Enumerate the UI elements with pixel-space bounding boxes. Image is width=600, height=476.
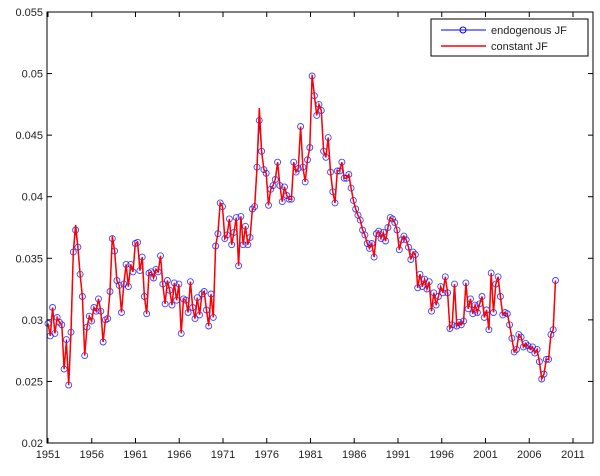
x-tick-label: 2001 bbox=[473, 449, 497, 461]
x-tick-label: 1956 bbox=[80, 449, 104, 461]
legend: endogenous JF constant JF bbox=[430, 18, 589, 57]
x-tick-label: 1961 bbox=[123, 449, 147, 461]
y-tick-label: 0.04 bbox=[22, 192, 43, 204]
legend-box bbox=[430, 18, 589, 57]
endogenous-jf-point bbox=[269, 182, 277, 190]
x-tick-label: 1991 bbox=[386, 449, 410, 461]
endogenous-jf-point bbox=[375, 227, 383, 235]
y-tick-label: 0.045 bbox=[15, 130, 43, 142]
plot-area bbox=[46, 11, 594, 444]
y-tick-label: 0.055 bbox=[15, 7, 43, 19]
x-tick-label: 1966 bbox=[167, 449, 191, 461]
endogenous-jf-point bbox=[391, 219, 399, 227]
endogenous-jf-point bbox=[402, 236, 410, 244]
y-tick-label: 0.025 bbox=[15, 376, 43, 388]
y-tick-label: 0.05 bbox=[22, 69, 43, 81]
legend-endogenous-label: endogenous JF bbox=[491, 25, 567, 37]
endogenous-jf-point bbox=[400, 232, 408, 240]
x-tick-label: 2006 bbox=[517, 449, 541, 461]
x-tick-label: 2011 bbox=[561, 449, 585, 461]
y-tick-label: 0.02 bbox=[22, 438, 43, 450]
y-tick-label: 0.035 bbox=[15, 253, 43, 265]
x-tick-label: 1996 bbox=[430, 449, 454, 461]
endogenous-jf-point bbox=[361, 231, 369, 239]
x-tick-label: 1981 bbox=[298, 449, 322, 461]
endogenous-jf-point bbox=[473, 309, 481, 316]
y-tick-label: 0.03 bbox=[22, 315, 43, 327]
endogenous-jf-point bbox=[352, 205, 360, 213]
x-tick-label: 1986 bbox=[342, 449, 366, 461]
endogenous-jf-point bbox=[150, 274, 158, 282]
x-tick-label: 1971 bbox=[211, 449, 235, 461]
x-tick-label: 1976 bbox=[255, 449, 279, 461]
legend-constant-label: constant JF bbox=[491, 41, 548, 53]
x-tick-label: 1951 bbox=[36, 449, 60, 461]
legend-endogenous-marker bbox=[459, 26, 467, 34]
constant-jf-line bbox=[47, 74, 557, 386]
endogenous-jf-point bbox=[379, 228, 387, 236]
